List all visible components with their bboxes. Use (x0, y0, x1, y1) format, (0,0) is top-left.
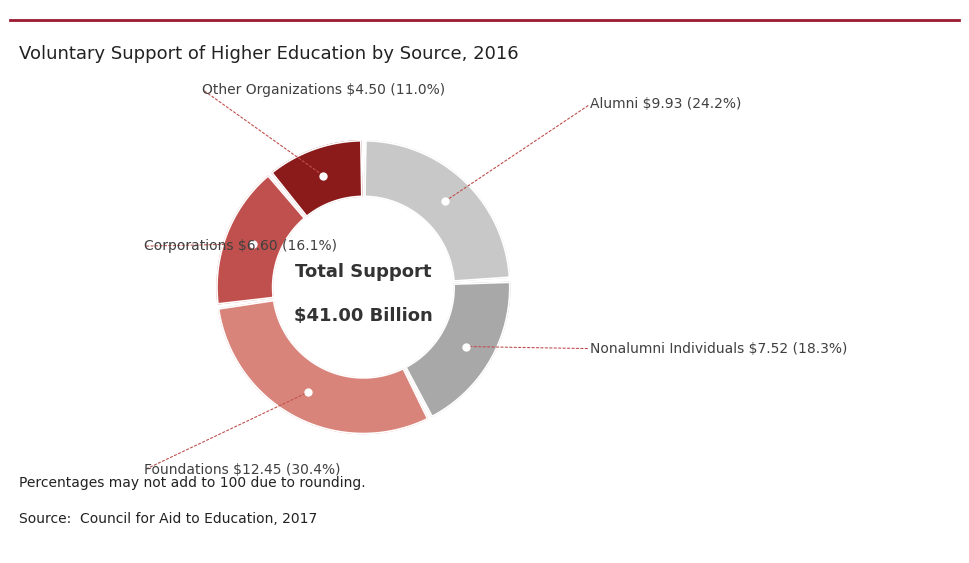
Polygon shape (272, 141, 361, 216)
Polygon shape (217, 176, 304, 304)
Polygon shape (219, 301, 427, 434)
Text: Nonalumni Individuals $7.52 (18.3%): Nonalumni Individuals $7.52 (18.3%) (590, 342, 848, 356)
Text: $41.00 Billion: $41.00 Billion (294, 307, 433, 325)
Text: Foundations $12.45 (30.4%): Foundations $12.45 (30.4%) (143, 463, 340, 477)
Text: Source:  Council for Aid to Education, 2017: Source: Council for Aid to Education, 20… (19, 512, 318, 526)
Polygon shape (365, 141, 510, 281)
Text: Other Organizations $4.50 (11.0%): Other Organizations $4.50 (11.0%) (203, 83, 446, 96)
Text: Corporations $6.60 (16.1%): Corporations $6.60 (16.1%) (143, 239, 337, 253)
Polygon shape (406, 282, 510, 417)
Text: Percentages may not add to 100 due to rounding.: Percentages may not add to 100 due to ro… (19, 476, 366, 490)
Text: Total Support: Total Support (296, 263, 431, 282)
Text: Voluntary Support of Higher Education by Source, 2016: Voluntary Support of Higher Education by… (19, 45, 519, 63)
Circle shape (274, 198, 453, 377)
Text: Alumni $9.93 (24.2%): Alumni $9.93 (24.2%) (590, 97, 741, 111)
